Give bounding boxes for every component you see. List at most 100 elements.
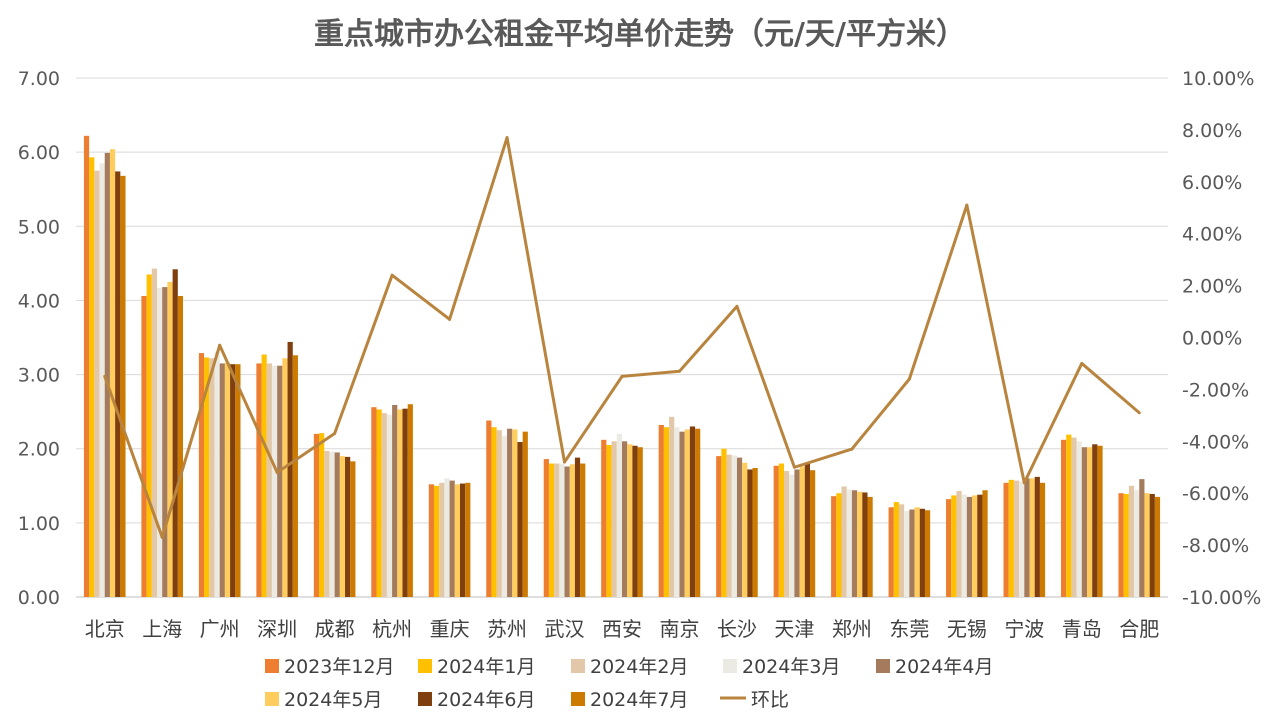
bar	[574, 457, 581, 597]
bar	[564, 466, 570, 597]
bar	[386, 414, 393, 597]
category-group	[1003, 476, 1046, 597]
legend-label: 2024年3月	[742, 656, 840, 678]
bar	[350, 461, 356, 597]
legend-swatch	[265, 659, 279, 673]
bar	[794, 469, 800, 597]
right-tick-label: 6.00%	[1182, 172, 1242, 194]
bar	[1097, 445, 1103, 597]
bar	[167, 281, 173, 597]
bar	[146, 274, 152, 597]
bar	[831, 496, 837, 597]
line-point	[620, 374, 624, 378]
bar	[966, 496, 973, 597]
bar	[292, 355, 298, 597]
bar	[867, 496, 873, 597]
bar	[282, 358, 288, 597]
bar	[1060, 439, 1067, 597]
bar	[449, 480, 455, 597]
bar	[862, 492, 868, 597]
legend-swatch	[571, 659, 585, 673]
category-label: 东莞	[889, 617, 929, 641]
legend-label: 2024年6月	[437, 689, 535, 711]
bar	[371, 407, 377, 597]
bar	[982, 490, 988, 597]
left-tick-label: 4.00	[18, 290, 60, 312]
legend-label: 环比	[751, 689, 789, 711]
bar	[235, 364, 241, 597]
bar	[1066, 434, 1072, 597]
bar	[115, 171, 121, 598]
bar	[726, 454, 732, 597]
bar	[669, 416, 675, 597]
left-tick-label: 1.00	[18, 513, 60, 535]
category-group	[428, 478, 471, 597]
bar	[444, 478, 450, 597]
right-tick-label: 8.00%	[1182, 120, 1242, 142]
bar	[83, 135, 90, 597]
bar	[256, 363, 262, 597]
bar	[888, 507, 894, 597]
category-label: 无锡	[947, 617, 987, 641]
bar	[491, 427, 497, 597]
bar	[747, 469, 753, 597]
right-axis: -10.00% -8.00% -6.00% -4.00% -2.00% 0.00% 2.00…	[1182, 68, 1261, 609]
bar	[569, 464, 575, 597]
right-tick-label: -2.00%	[1182, 379, 1249, 401]
bar	[736, 457, 743, 597]
bar	[961, 494, 967, 597]
category-group	[371, 404, 413, 597]
bar	[773, 465, 779, 597]
bar	[606, 445, 612, 597]
category-label: 青岛	[1062, 617, 1102, 641]
bar	[951, 495, 957, 597]
bar	[319, 433, 325, 597]
bar	[627, 444, 633, 597]
bar	[109, 149, 116, 598]
category-label: 武汉	[545, 617, 585, 641]
bar	[1134, 490, 1140, 597]
bar	[559, 463, 565, 597]
category-label: 北京	[85, 617, 125, 641]
right-tick-label: -10.00%	[1182, 587, 1261, 609]
bar	[204, 357, 210, 597]
bars	[83, 135, 1161, 598]
right-tick-label: 10.00%	[1182, 68, 1254, 90]
bar	[1154, 496, 1161, 597]
bar	[946, 499, 952, 597]
chart-title: 重点城市办公租金平均单价走势（元/天/平方米）	[314, 17, 966, 52]
bar	[972, 495, 978, 597]
bar	[324, 450, 330, 597]
right-tick-label: 0.00%	[1182, 328, 1242, 350]
bar	[271, 365, 278, 597]
category-label: 长沙	[717, 617, 757, 641]
bar	[548, 463, 555, 597]
line-point	[1080, 361, 1084, 365]
category-label: 深圳	[257, 617, 297, 641]
bar	[266, 363, 272, 597]
line-point	[965, 203, 969, 207]
bar	[554, 463, 560, 597]
category-group	[601, 433, 643, 597]
category-label: 天津	[774, 617, 814, 641]
category-label: 广州	[200, 617, 240, 641]
bar	[99, 163, 105, 597]
bar	[616, 433, 622, 597]
bar	[89, 157, 95, 597]
bar	[172, 269, 178, 597]
bar	[339, 456, 346, 597]
bar	[501, 436, 508, 597]
left-tick-label: 2.00	[18, 439, 60, 461]
right-tick-label: -4.00%	[1182, 431, 1249, 453]
bar	[465, 482, 471, 597]
right-tick-label: -8.00%	[1182, 535, 1249, 557]
bar	[1118, 493, 1124, 597]
bar	[810, 470, 816, 597]
bar	[1086, 447, 1093, 597]
legend-swatch	[418, 659, 432, 673]
bar	[695, 428, 701, 597]
bar	[799, 466, 805, 597]
bar	[381, 413, 387, 597]
category-group	[141, 268, 184, 597]
